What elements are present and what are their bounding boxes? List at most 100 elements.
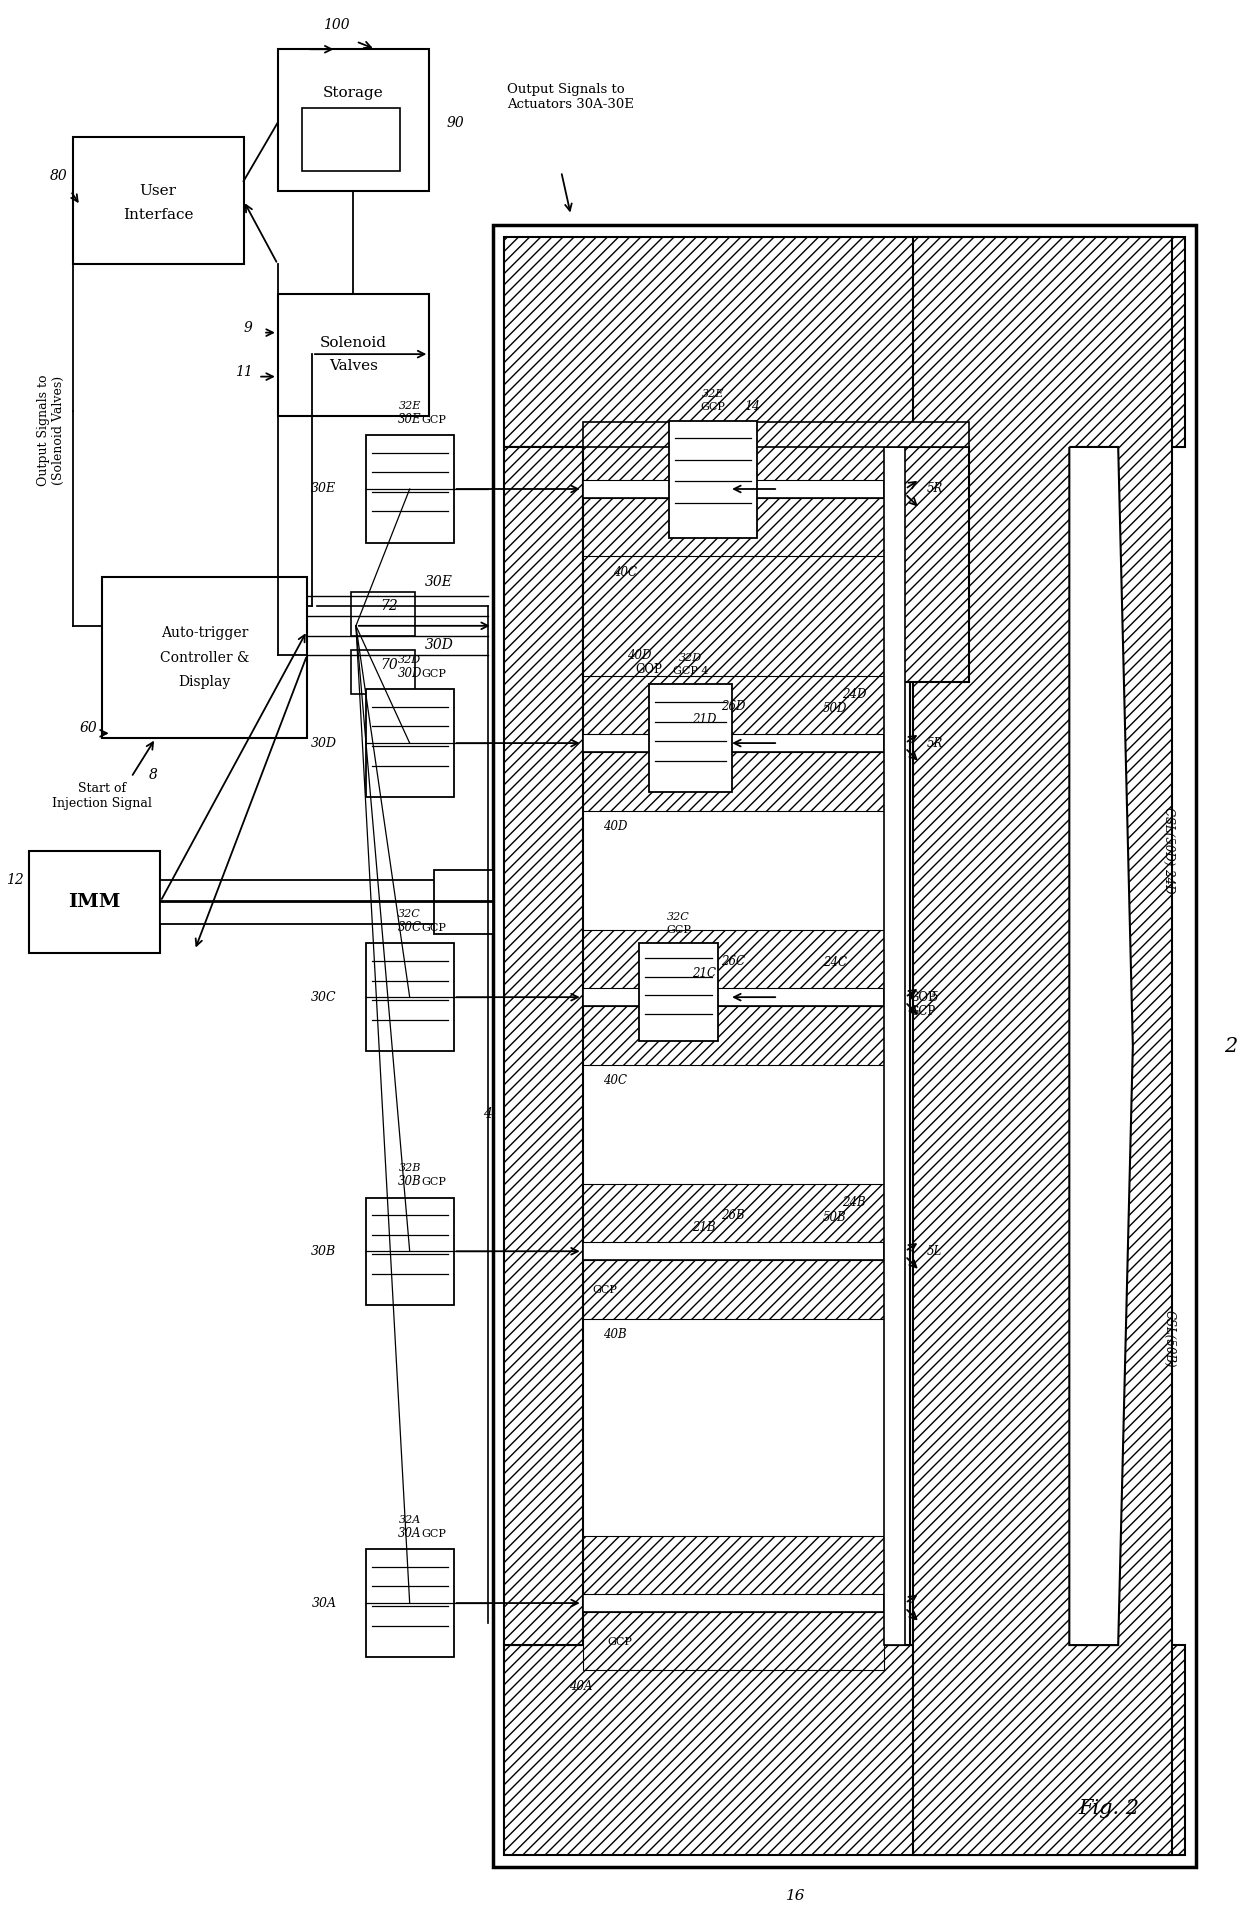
Bar	[366, 689, 454, 797]
Bar	[583, 989, 884, 1006]
Text: 90: 90	[446, 115, 465, 129]
Text: 100: 100	[324, 17, 350, 33]
Text: 21B: 21B	[692, 1221, 715, 1235]
Bar	[583, 1536, 884, 1594]
Text: 40D: 40D	[627, 649, 651, 662]
Text: 32B: 32B	[398, 1164, 420, 1173]
Bar	[505, 236, 1184, 447]
Text: 5L: 5L	[926, 1244, 942, 1258]
Bar	[583, 929, 884, 989]
Text: GCP: GCP	[422, 668, 446, 678]
Text: GCP: GCP	[593, 1284, 618, 1296]
Text: 30C: 30C	[398, 922, 422, 935]
Text: 50D: 50D	[822, 703, 847, 716]
Text: 4: 4	[484, 1108, 492, 1121]
Text: 26C: 26C	[722, 954, 745, 968]
Bar	[351, 651, 414, 695]
Text: 30B: 30B	[311, 1244, 336, 1258]
Bar	[583, 733, 884, 753]
Text: CSL(50D) 24D: CSL(50D) 24D	[1163, 806, 1176, 895]
Bar	[583, 1242, 884, 1260]
Text: 32C: 32C	[398, 908, 422, 920]
Text: IMM: IMM	[68, 893, 120, 910]
Text: 32E: 32E	[702, 390, 724, 399]
Text: 26B: 26B	[722, 1208, 745, 1221]
Text: 32D: 32D	[680, 653, 702, 662]
Bar	[102, 576, 308, 737]
Text: 50B: 50B	[823, 1210, 847, 1223]
Bar	[72, 136, 243, 265]
Text: Start of
Injection Signal: Start of Injection Signal	[52, 781, 151, 810]
Text: 16: 16	[786, 1889, 806, 1903]
Text: GCP: GCP	[910, 1006, 936, 1018]
Bar	[278, 50, 429, 190]
Bar	[366, 943, 454, 1050]
Text: 80: 80	[50, 169, 68, 182]
Text: Valves: Valves	[329, 359, 378, 372]
Bar	[303, 108, 401, 171]
Text: 11: 11	[234, 365, 253, 378]
Bar	[913, 236, 1172, 1855]
Bar	[583, 480, 884, 497]
Bar	[668, 420, 756, 538]
Bar	[583, 422, 884, 480]
Text: GCP: GCP	[422, 415, 446, 424]
Text: 32A: 32A	[398, 1515, 420, 1524]
Bar	[884, 447, 905, 1645]
Text: 30A: 30A	[398, 1526, 422, 1540]
Bar	[583, 497, 884, 557]
Bar	[583, 1260, 884, 1319]
Text: 5R: 5R	[926, 737, 942, 749]
Text: 30D: 30D	[398, 666, 422, 680]
Text: 60: 60	[79, 722, 97, 735]
Text: 24D: 24D	[842, 687, 867, 701]
PathPatch shape	[1069, 447, 1133, 1645]
Text: 24C: 24C	[823, 956, 847, 970]
Text: 5: 5	[931, 991, 939, 1004]
Bar	[366, 436, 454, 543]
Text: 40C: 40C	[613, 566, 636, 578]
Text: 32D: 32D	[398, 655, 422, 664]
Bar	[583, 422, 968, 447]
Bar	[366, 1198, 454, 1306]
Text: 8: 8	[149, 768, 157, 781]
Bar	[492, 225, 1197, 1866]
Text: 24B: 24B	[842, 1196, 866, 1210]
Text: GCP 4: GCP 4	[673, 666, 708, 676]
Text: 72: 72	[381, 599, 398, 612]
Text: GCP: GCP	[608, 1638, 632, 1647]
Text: 30D: 30D	[310, 737, 336, 749]
Text: 70: 70	[381, 659, 398, 672]
Bar	[366, 1549, 454, 1657]
Text: 32E: 32E	[398, 401, 420, 411]
Text: Fig. 2: Fig. 2	[1078, 1799, 1138, 1818]
Text: 30B: 30B	[398, 1175, 422, 1188]
Text: Display: Display	[179, 676, 231, 689]
Bar	[583, 1594, 884, 1613]
Text: GCP: GCP	[666, 925, 691, 935]
Bar	[889, 447, 910, 1645]
Text: 30E: 30E	[311, 482, 336, 495]
Bar	[434, 870, 492, 933]
Text: GOP: GOP	[636, 662, 662, 676]
Text: GOP: GOP	[909, 991, 936, 1004]
Text: 40C: 40C	[603, 1073, 627, 1087]
Text: 40B: 40B	[603, 1329, 626, 1340]
Text: 30E: 30E	[398, 413, 422, 426]
Text: 21C: 21C	[692, 968, 715, 981]
Text: 30D: 30D	[424, 637, 453, 653]
Text: 30E: 30E	[424, 574, 453, 589]
Text: 30C: 30C	[311, 991, 336, 1004]
Text: 32C: 32C	[667, 912, 689, 922]
Bar	[505, 447, 583, 1645]
Text: CSL(50B): CSL(50B)	[1163, 1309, 1176, 1369]
Bar	[160, 879, 492, 924]
Text: Auto-trigger: Auto-trigger	[161, 626, 248, 639]
Text: GCP: GCP	[422, 924, 446, 933]
Bar	[505, 1645, 1184, 1855]
Bar	[583, 676, 884, 733]
Text: User: User	[140, 184, 176, 198]
Text: Storage: Storage	[324, 86, 384, 100]
Text: 40D: 40D	[603, 820, 627, 833]
Text: Solenoid: Solenoid	[320, 336, 387, 349]
